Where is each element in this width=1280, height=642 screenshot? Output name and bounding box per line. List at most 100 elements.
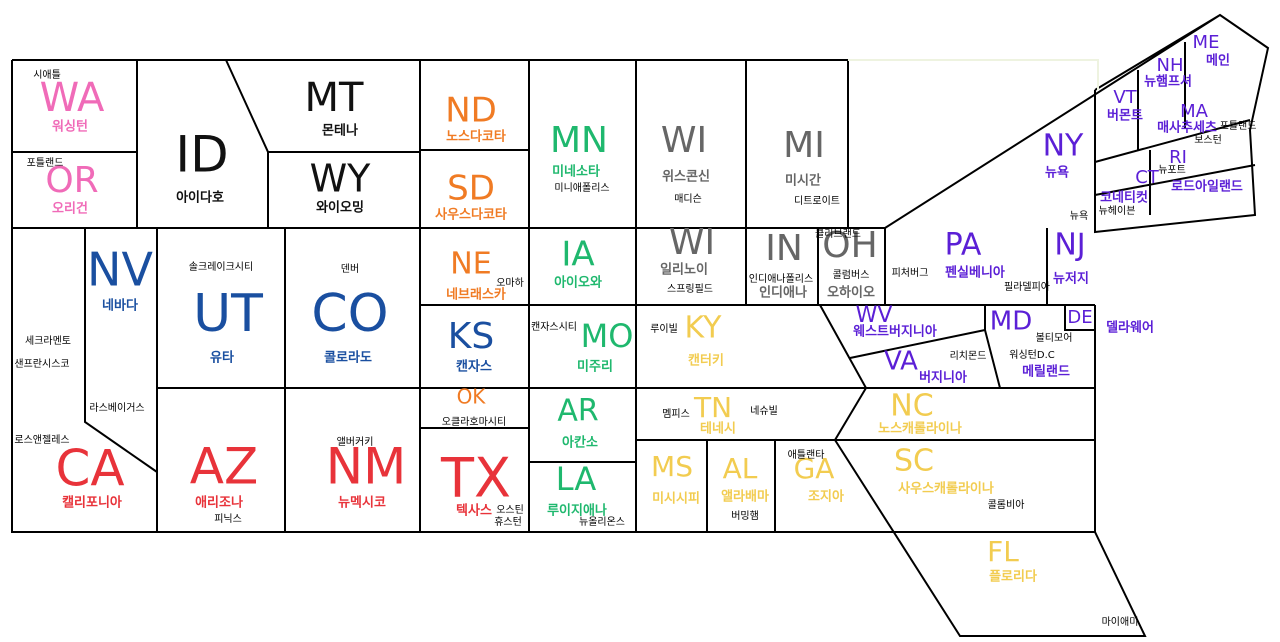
state-abbr: OR — [45, 160, 98, 201]
state-abbr: AL — [723, 452, 758, 485]
city-label: 버밍햄 — [731, 509, 759, 522]
state-abbr: WY — [310, 157, 372, 201]
state-name: 아이다호 — [176, 190, 224, 206]
city-label: 콜럼버스 — [833, 268, 870, 281]
state-abbr: MT — [305, 75, 365, 121]
state-abbr: MS — [651, 450, 693, 483]
state-name: 아이오와 — [554, 275, 602, 291]
city-label: 피처버그 — [892, 267, 929, 279]
state-name: 미시시피 — [652, 491, 700, 507]
state-abbr: MN — [550, 120, 608, 161]
state-name: 미주리 — [577, 359, 613, 375]
state-name: 오하이오 — [827, 285, 875, 301]
state-abbr: MD — [990, 307, 1032, 337]
city-label: 뉴욕 — [1070, 210, 1088, 222]
city-label: 오스틴 — [496, 504, 524, 516]
state-name: 로드아일랜드 — [1171, 179, 1243, 195]
city-label: 로스앤젤레스 — [14, 434, 69, 446]
state-name: 메인 — [1206, 53, 1230, 69]
city-label: 앨버커키 — [337, 435, 374, 448]
city-label: 라스베이거스 — [89, 402, 144, 414]
city-label: 오마하 — [496, 276, 524, 289]
state-name: 캔자스 — [456, 359, 492, 375]
state-name: 코네티컷 — [1100, 190, 1148, 206]
state-abbr: CO — [311, 284, 388, 344]
state-name: 미네소타 — [552, 164, 600, 180]
state-name: 뉴멕시코 — [338, 495, 386, 511]
city-label: 오클라호마시티 — [442, 416, 506, 428]
city-label: 필라델피아 — [1004, 281, 1050, 293]
state-abbr: NM — [326, 438, 407, 496]
city-label: 캔자스시티 — [531, 321, 577, 333]
state-abbr: OK — [457, 385, 487, 409]
state-name: 델라웨어 — [1106, 320, 1154, 336]
city-label: 시애틀 — [33, 69, 61, 81]
state-name: 위스콘신 — [662, 170, 710, 185]
state-name: 펜실베니아 — [945, 265, 1005, 281]
state-name: 뉴욕 — [1045, 165, 1069, 181]
state-name: 테네시 — [700, 421, 736, 437]
state-abbr: NH — [1157, 55, 1184, 76]
state-name: 뉴햄프셔 — [1144, 74, 1192, 90]
state-name: 오리건 — [52, 201, 88, 217]
city-label: 뉴헤이븐 — [1099, 205, 1136, 217]
state-name: 플로리다 — [989, 569, 1037, 585]
city-label: 인디애나폴리스 — [749, 273, 813, 285]
state-abbr: GA — [794, 452, 835, 485]
border — [11, 59, 1147, 637]
borders — [11, 13, 1270, 637]
state-name: 앨라배마 — [721, 489, 769, 505]
state-abbr: TX — [440, 447, 511, 510]
state-abbr: WV — [856, 303, 893, 328]
state-name: 애리조나 — [195, 495, 243, 511]
city-label: 스프링필드 — [667, 283, 713, 295]
state-abbr: IN — [765, 228, 803, 269]
city-label: 루이빌 — [650, 323, 678, 335]
city-label: 세크라멘토 — [25, 335, 71, 347]
city-label: 덴버 — [341, 263, 359, 275]
state-abbr: AZ — [190, 438, 258, 496]
city-label: 마이애미 — [1102, 616, 1139, 628]
state-abbr: TN — [693, 391, 732, 424]
state-name: 버몬트 — [1107, 108, 1143, 124]
state-name: 루이지애나 — [547, 503, 607, 519]
state-name: 와이오밍 — [316, 200, 364, 216]
city-label: 네슈빌 — [750, 405, 778, 417]
state-name: 워싱턴 — [52, 119, 88, 135]
state-name: 사우스캐롤라이나 — [898, 481, 994, 497]
state-name: 네바다 — [102, 298, 138, 314]
city-label: 미니애폴리스 — [554, 182, 609, 194]
city-label: 콜롬비아 — [988, 499, 1025, 511]
state-abbr: CT — [1135, 167, 1160, 188]
city-label: 볼티모어 — [1036, 332, 1073, 344]
state-name: 미시간 — [785, 173, 821, 189]
city-label: 디트로이트 — [794, 195, 840, 207]
state-abbr: WI — [661, 120, 707, 161]
state-abbr: WA — [40, 75, 105, 121]
city-label: 포틀랜드 — [1220, 120, 1257, 132]
city-label: 멤피스 — [662, 408, 690, 420]
state-abbr: NY — [1043, 129, 1084, 164]
state-abbr: VT — [1113, 87, 1137, 108]
city-label: 워싱턴D.C — [1009, 348, 1054, 361]
state-name: 아칸소 — [562, 435, 598, 451]
state-name: 인디애나 — [759, 285, 807, 301]
state-name: 메릴랜드 — [1022, 364, 1070, 380]
state-name: 버지니아 — [919, 370, 967, 386]
state-name: 유타 — [210, 350, 234, 366]
border — [848, 59, 1099, 90]
city-label: 클리브랜드 — [815, 228, 861, 240]
city-label: 뉴포트 — [1158, 164, 1186, 176]
state-abbr: NV — [87, 243, 153, 297]
state-abbr: WI — [669, 222, 715, 263]
city-label: 리치몬드 — [950, 350, 987, 362]
state-name: 사우스다코타 — [435, 207, 507, 223]
state-abbr: DE — [1067, 307, 1092, 328]
city-label: 솔크레이크시티 — [189, 261, 253, 273]
city-label: 휴스턴 — [494, 516, 522, 528]
city-label: 매디슨 — [674, 193, 702, 205]
city-label: 애틀랜타 — [788, 449, 825, 461]
state-abbr: KS — [448, 316, 494, 357]
